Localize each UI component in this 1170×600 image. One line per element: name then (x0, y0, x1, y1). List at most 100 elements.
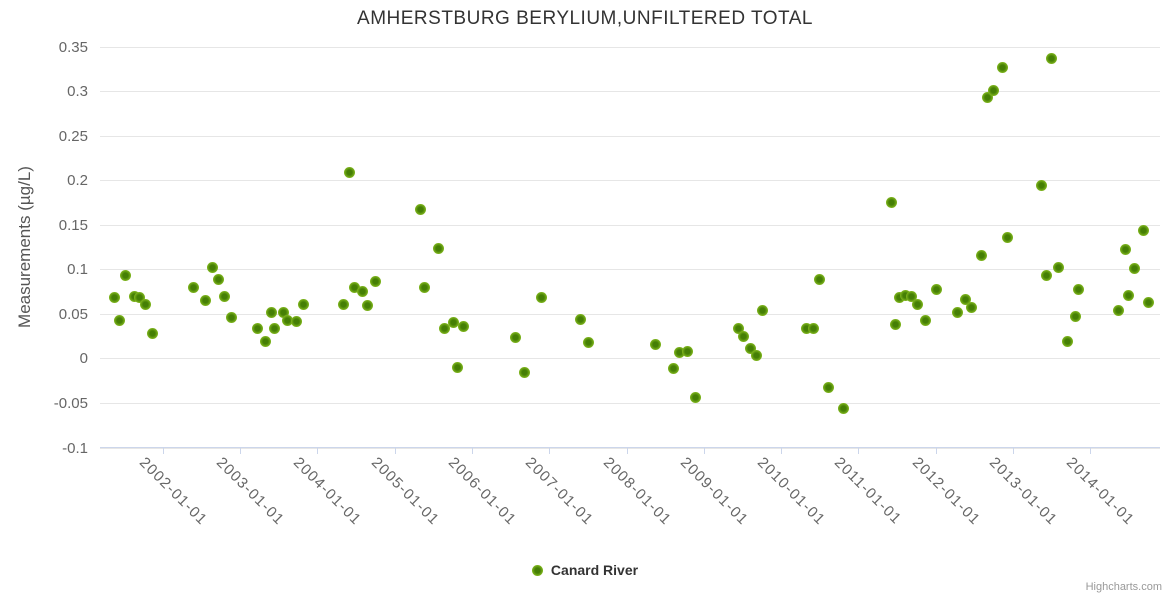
gridline (100, 180, 1160, 182)
data-point[interactable] (920, 314, 932, 326)
data-point[interactable] (801, 323, 813, 335)
data-point[interactable] (1073, 284, 1085, 296)
data-point[interactable] (1001, 231, 1013, 243)
data-point[interactable] (757, 304, 769, 316)
data-point[interactable] (108, 292, 120, 304)
data-point[interactable] (952, 306, 964, 318)
x-axis-line (100, 447, 1160, 448)
data-point[interactable] (1113, 304, 1125, 316)
data-point[interactable] (681, 345, 693, 357)
data-point[interactable] (911, 299, 923, 311)
data-point[interactable] (1046, 53, 1058, 65)
data-point[interactable] (187, 281, 199, 293)
data-point[interactable] (975, 250, 987, 262)
data-point[interactable] (338, 299, 350, 311)
x-axis-label: 2009-01-01 (676, 454, 752, 529)
x-axis-tick (394, 448, 396, 454)
data-point[interactable] (207, 261, 219, 273)
data-point[interactable] (1070, 311, 1082, 322)
data-point[interactable] (574, 313, 586, 325)
data-point[interactable] (823, 382, 835, 394)
data-point[interactable] (997, 62, 1009, 74)
data-point[interactable] (807, 323, 819, 335)
x-axis-tick (317, 448, 319, 454)
data-point[interactable] (905, 291, 917, 303)
data-point[interactable] (343, 166, 355, 178)
data-point[interactable] (1138, 225, 1150, 237)
data-point[interactable] (291, 316, 303, 328)
data-point[interactable] (433, 243, 445, 255)
data-point[interactable] (1052, 261, 1064, 273)
x-axis-tick (935, 448, 937, 454)
data-point[interactable] (650, 338, 662, 350)
legend-label: Canard River (550, 562, 639, 578)
data-point[interactable] (535, 292, 547, 304)
data-point[interactable] (297, 299, 309, 311)
legend-item-canard-river[interactable]: Canard River (0, 562, 1170, 578)
gridline (100, 269, 1160, 271)
data-point[interactable] (745, 343, 757, 355)
data-point[interactable] (1040, 270, 1052, 281)
data-point[interactable] (452, 361, 464, 373)
data-point[interactable] (348, 281, 360, 293)
data-point[interactable] (886, 196, 898, 208)
data-point[interactable] (509, 332, 521, 344)
data-point[interactable] (200, 294, 212, 306)
x-axis-label: 2002-01-01 (135, 454, 211, 529)
data-point[interactable] (438, 323, 450, 335)
data-point[interactable] (930, 284, 942, 296)
data-point[interactable] (966, 302, 978, 314)
data-point[interactable] (259, 335, 271, 347)
data-point[interactable] (362, 300, 374, 312)
data-point[interactable] (673, 346, 685, 358)
data-point[interactable] (252, 322, 264, 334)
data-point[interactable] (1122, 289, 1134, 301)
data-point[interactable] (415, 204, 427, 216)
data-point[interactable] (447, 317, 459, 329)
data-point[interactable] (668, 362, 680, 374)
x-axis-label: 2010-01-01 (754, 454, 829, 529)
data-point[interactable] (269, 323, 281, 335)
data-point[interactable] (226, 311, 238, 323)
data-point[interactable] (750, 350, 762, 362)
data-point[interactable] (582, 336, 594, 348)
x-axis-label: 2011-01-01 (831, 454, 906, 528)
data-point[interactable] (814, 273, 826, 285)
data-point[interactable] (1119, 244, 1131, 256)
series-marker-icon (531, 564, 543, 576)
data-point[interactable] (357, 286, 369, 298)
data-point[interactable] (140, 299, 152, 311)
data-point[interactable] (899, 289, 911, 301)
data-point[interactable] (1062, 335, 1074, 347)
data-point[interactable] (890, 319, 902, 331)
data-point[interactable] (120, 270, 132, 281)
data-point[interactable] (418, 281, 430, 293)
data-point[interactable] (837, 402, 849, 414)
data-point[interactable] (219, 291, 231, 303)
data-point[interactable] (277, 306, 289, 318)
data-point[interactable] (266, 307, 278, 319)
data-point[interactable] (147, 327, 159, 339)
data-point[interactable] (988, 84, 1000, 96)
data-point[interactable] (732, 322, 744, 334)
y-axis-label: -0.05 (53, 394, 88, 412)
data-point[interactable] (1129, 262, 1141, 274)
gridline (100, 447, 1160, 449)
data-point[interactable] (213, 273, 225, 285)
data-point[interactable] (519, 367, 531, 379)
data-point[interactable] (369, 276, 381, 288)
data-point[interactable] (893, 292, 905, 304)
data-point[interactable] (982, 91, 994, 103)
data-point[interactable] (282, 314, 294, 326)
data-point[interactable] (114, 314, 126, 326)
highcharts-credit-link[interactable]: Highcharts.com (1085, 581, 1162, 593)
data-point[interactable] (1142, 296, 1154, 308)
data-point[interactable] (458, 320, 470, 332)
data-point[interactable] (133, 292, 145, 304)
x-axis-tick (1090, 448, 1092, 454)
data-point[interactable] (1036, 180, 1048, 191)
data-point[interactable] (738, 330, 750, 342)
data-point[interactable] (959, 294, 971, 306)
data-point[interactable] (690, 392, 702, 404)
